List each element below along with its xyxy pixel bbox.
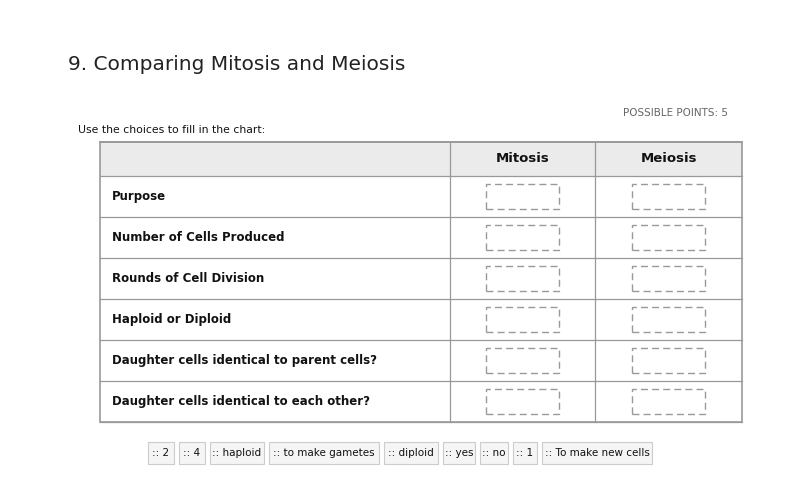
- Text: Meiosis: Meiosis: [640, 153, 697, 166]
- Bar: [450, 340, 595, 381]
- Text: Rounds of Cell Division: Rounds of Cell Division: [112, 272, 264, 285]
- Bar: [450, 299, 595, 340]
- Text: Daughter cells identical to parent cells?: Daughter cells identical to parent cells…: [112, 354, 377, 367]
- Bar: [513, 442, 537, 464]
- Bar: [450, 142, 595, 176]
- Bar: [443, 442, 475, 464]
- Text: :: no: :: no: [482, 448, 506, 458]
- Text: :: 2: :: 2: [153, 448, 170, 458]
- Bar: [269, 442, 379, 464]
- Text: :: haploid: :: haploid: [213, 448, 262, 458]
- Bar: [100, 176, 450, 217]
- Bar: [486, 225, 559, 250]
- Text: Use the choices to fill in the chart:: Use the choices to fill in the chart:: [78, 125, 266, 135]
- Text: Number of Cells Produced: Number of Cells Produced: [112, 231, 285, 244]
- Bar: [595, 299, 742, 340]
- Bar: [100, 340, 450, 381]
- Bar: [595, 258, 742, 299]
- Bar: [632, 307, 705, 332]
- Bar: [595, 217, 742, 258]
- Text: :: yes: :: yes: [445, 448, 474, 458]
- Bar: [148, 442, 174, 464]
- Bar: [450, 258, 595, 299]
- Bar: [632, 266, 705, 291]
- Bar: [486, 307, 559, 332]
- Bar: [179, 442, 205, 464]
- Bar: [486, 348, 559, 373]
- Bar: [450, 381, 595, 422]
- Bar: [542, 442, 652, 464]
- Bar: [632, 348, 705, 373]
- Text: :: to make gametes: :: to make gametes: [273, 448, 375, 458]
- Text: POSSIBLE POINTS: 5: POSSIBLE POINTS: 5: [623, 108, 728, 118]
- Bar: [595, 142, 742, 176]
- Bar: [100, 142, 742, 422]
- Bar: [480, 442, 508, 464]
- Bar: [632, 184, 705, 209]
- Bar: [384, 442, 438, 464]
- Text: Daughter cells identical to each other?: Daughter cells identical to each other?: [112, 395, 370, 408]
- Text: :: To make new cells: :: To make new cells: [545, 448, 650, 458]
- Bar: [210, 442, 264, 464]
- Text: :: 4: :: 4: [183, 448, 201, 458]
- Text: Haploid or Diploid: Haploid or Diploid: [112, 313, 231, 326]
- Bar: [632, 389, 705, 414]
- Bar: [100, 142, 450, 176]
- Bar: [100, 142, 742, 422]
- Text: :: diploid: :: diploid: [388, 448, 434, 458]
- Text: Mitosis: Mitosis: [496, 153, 550, 166]
- Bar: [450, 217, 595, 258]
- Bar: [100, 299, 450, 340]
- Bar: [100, 381, 450, 422]
- Bar: [486, 184, 559, 209]
- Bar: [486, 389, 559, 414]
- Text: 9. Comparing Mitosis and Meiosis: 9. Comparing Mitosis and Meiosis: [68, 55, 406, 74]
- Bar: [486, 266, 559, 291]
- Bar: [595, 381, 742, 422]
- Bar: [595, 340, 742, 381]
- Bar: [450, 176, 595, 217]
- Text: :: 1: :: 1: [517, 448, 534, 458]
- Text: Purpose: Purpose: [112, 190, 166, 203]
- Bar: [632, 225, 705, 250]
- Bar: [100, 217, 450, 258]
- Bar: [100, 258, 450, 299]
- Bar: [595, 176, 742, 217]
